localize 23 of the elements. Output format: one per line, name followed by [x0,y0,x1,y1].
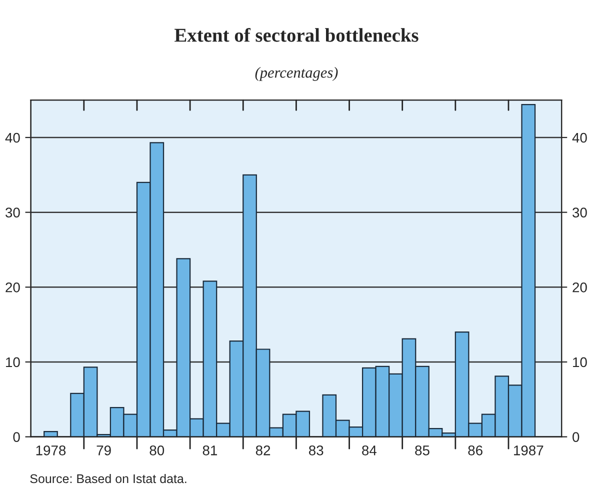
y2-tick-label: 40 [572,132,587,143]
x-tick-label: 80 [150,446,164,456]
chart-title: Extent of sectoral bottlenecks [174,28,418,42]
x-tick-label: 83 [308,446,324,456]
y2-tick-label: 0 [572,432,580,442]
x-tick-label: 1978 [36,446,66,456]
x-tick-label: 81 [202,446,218,456]
y2-tick-label: 10 [573,357,587,368]
chart-subtitle: (percentages) [255,67,338,81]
y2-tick-label: 30 [572,208,587,218]
y2-tick-label: 20 [572,282,587,292]
source-note: Source: Based on Istat data. [30,474,186,484]
y-tick-label: 20 [6,282,20,292]
x-tick-label: 86 [468,446,482,456]
x-tick-label: 85 [415,446,430,456]
y-tick-label: 30 [6,208,20,218]
x-tick-label: 82 [256,446,270,456]
x-tick-label: 1987 [514,446,544,456]
x-tick-label: 79 [96,446,111,456]
y-tick-label: 0 [13,432,20,442]
x-tick-label: 84 [362,446,376,456]
y-tick-label: 10 [6,357,20,368]
y-tick-label: 40 [5,132,20,143]
